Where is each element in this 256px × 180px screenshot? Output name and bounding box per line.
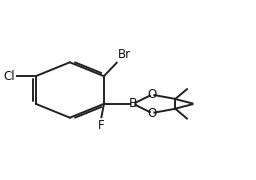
Text: Br: Br <box>118 48 131 61</box>
Text: B: B <box>129 97 137 110</box>
Text: Cl: Cl <box>4 70 15 83</box>
Text: O: O <box>147 88 156 101</box>
Text: F: F <box>98 119 105 132</box>
Text: O: O <box>147 107 156 120</box>
